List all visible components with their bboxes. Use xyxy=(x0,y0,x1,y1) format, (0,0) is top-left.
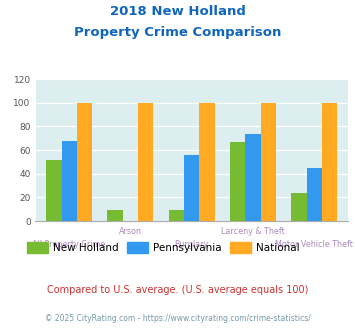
Bar xyxy=(108,211,123,221)
Bar xyxy=(184,155,200,221)
Bar xyxy=(307,168,322,221)
Bar xyxy=(46,160,61,221)
Bar xyxy=(245,134,261,221)
Text: Motor Vehicle Theft: Motor Vehicle Theft xyxy=(275,240,353,248)
Text: Property Crime Comparison: Property Crime Comparison xyxy=(74,26,281,39)
Text: Arson: Arson xyxy=(119,227,142,236)
Bar xyxy=(77,103,92,221)
Text: All Property Crime: All Property Crime xyxy=(32,240,106,248)
Text: Larceny & Theft: Larceny & Theft xyxy=(221,227,285,236)
Bar xyxy=(230,142,245,221)
Text: Compared to U.S. average. (U.S. average equals 100): Compared to U.S. average. (U.S. average … xyxy=(47,285,308,295)
Bar xyxy=(200,103,215,221)
Text: Burglary: Burglary xyxy=(175,240,209,248)
Text: © 2025 CityRating.com - https://www.cityrating.com/crime-statistics/: © 2025 CityRating.com - https://www.city… xyxy=(45,314,310,323)
Bar xyxy=(61,141,77,221)
Bar xyxy=(138,103,153,221)
Bar xyxy=(322,103,337,221)
Legend: New Holland, Pennsylvania, National: New Holland, Pennsylvania, National xyxy=(23,238,304,257)
Bar xyxy=(291,193,307,221)
Bar xyxy=(261,103,276,221)
Text: 2018 New Holland: 2018 New Holland xyxy=(110,5,245,18)
Bar xyxy=(169,211,184,221)
